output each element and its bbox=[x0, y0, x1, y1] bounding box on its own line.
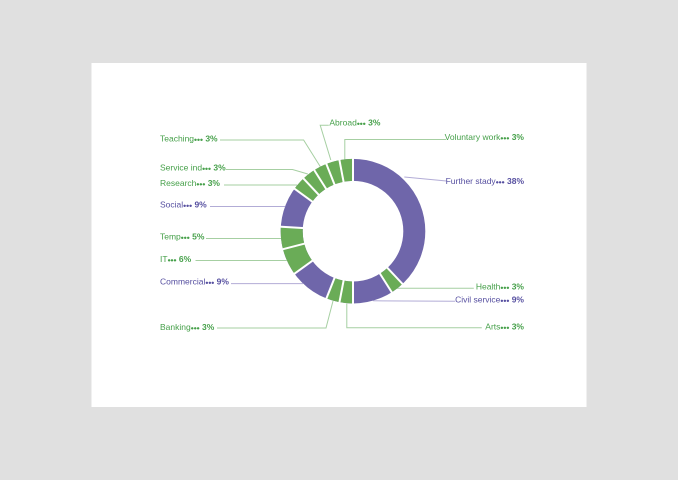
svg-text:IT••• 6%: IT••• 6% bbox=[160, 254, 192, 265]
svg-text:Civil service••• 9%: Civil service••• 9% bbox=[455, 295, 524, 306]
svg-text:Further stady••• 38%: Further stady••• 38% bbox=[446, 176, 525, 187]
svg-text:Commercial••• 9%: Commercial••• 9% bbox=[160, 277, 229, 288]
svg-text:Social••• 9%: Social••• 9% bbox=[160, 199, 207, 210]
svg-text:Banking••• 3%: Banking••• 3% bbox=[160, 322, 215, 333]
svg-text:Service ind••• 3%: Service ind••• 3% bbox=[160, 163, 226, 174]
svg-text:Research••• 3%: Research••• 3% bbox=[160, 178, 220, 189]
svg-text:Health••• 3%: Health••• 3% bbox=[476, 281, 525, 292]
svg-text:Temp••• 5%: Temp••• 5% bbox=[160, 232, 205, 243]
svg-text:Teaching••• 3%: Teaching••• 3% bbox=[160, 133, 218, 144]
svg-text:Arts••• 3%: Arts••• 3% bbox=[485, 321, 524, 332]
svg-text:Abroad••• 3%: Abroad••• 3% bbox=[329, 118, 380, 129]
svg-text:Voluntary work••• 3%: Voluntary work••• 3% bbox=[445, 132, 525, 143]
